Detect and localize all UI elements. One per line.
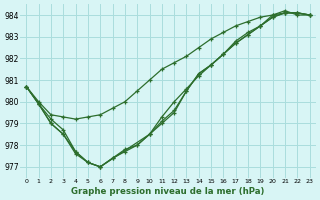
X-axis label: Graphe pression niveau de la mer (hPa): Graphe pression niveau de la mer (hPa) <box>71 187 265 196</box>
